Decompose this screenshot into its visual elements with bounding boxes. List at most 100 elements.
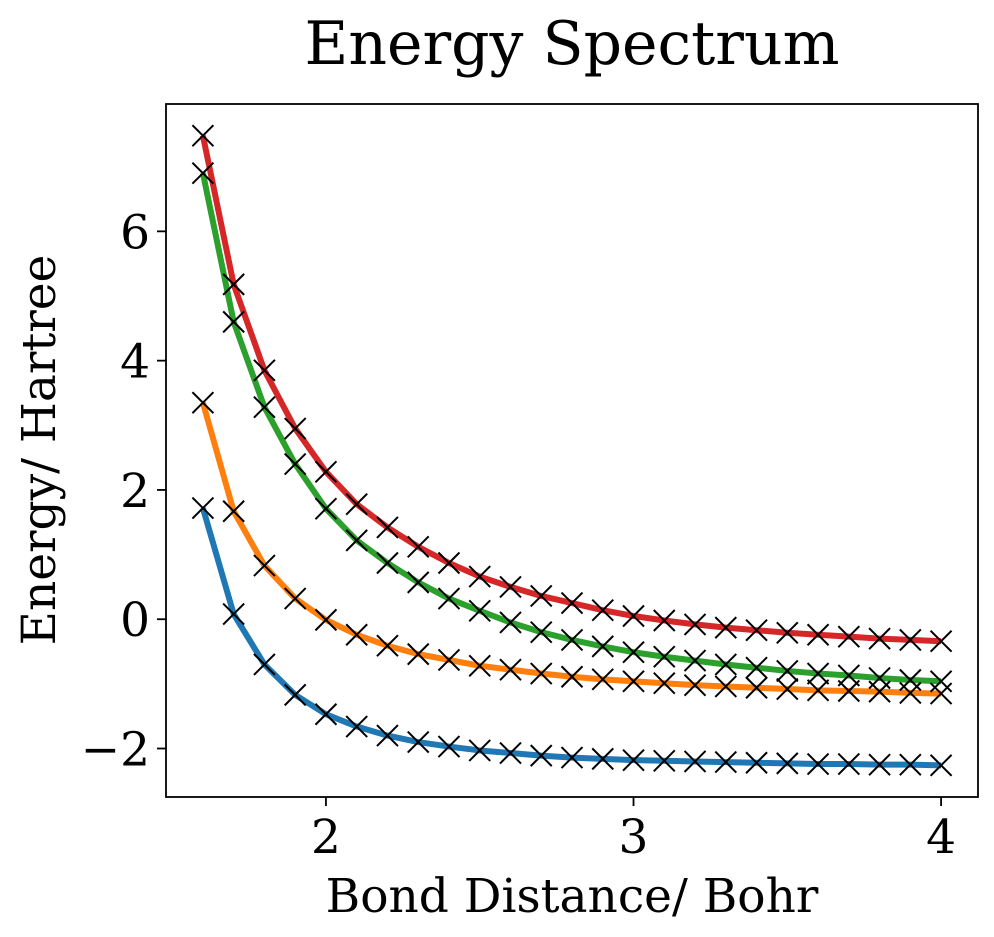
- data-point-E0: [191, 496, 215, 520]
- data-point-E0: [899, 753, 922, 776]
- data-point-E1: [376, 634, 399, 657]
- x-tick-label: 2: [311, 810, 341, 865]
- data-point-E2: [437, 587, 461, 610]
- data-point-E3: [191, 124, 215, 147]
- data-point-E0: [806, 752, 830, 776]
- data-point-E0: [837, 752, 861, 776]
- data-point-E1: [745, 676, 768, 699]
- data-point-E2: [837, 664, 861, 687]
- data-point-E0: [776, 752, 799, 775]
- data-point-E2: [376, 551, 399, 575]
- data-point-E1: [714, 675, 737, 698]
- data-point-E0: [468, 739, 491, 762]
- data-point-E0: [622, 748, 645, 772]
- y-tick-label: 0: [120, 593, 150, 648]
- x-tick-label: 4: [926, 810, 956, 865]
- data-point-E2: [222, 310, 245, 334]
- data-point-E3: [776, 621, 799, 645]
- data-point-E0: [591, 747, 614, 771]
- chart-title: Energy Spectrum: [305, 9, 840, 79]
- data-point-E2: [806, 662, 830, 685]
- data-point-E1: [653, 672, 676, 695]
- y-tick-label: 4: [120, 335, 150, 390]
- data-point-E1: [683, 673, 707, 697]
- data-point-E3: [253, 359, 276, 382]
- data-point-E3: [437, 551, 461, 575]
- data-point-E2: [314, 497, 338, 520]
- y-axis-label: Energy/ Hartree: [12, 255, 67, 646]
- marker-layer: [191, 124, 953, 777]
- series-layer: [199, 135, 942, 769]
- y-tick-label: 6: [120, 205, 150, 260]
- data-point-E2: [253, 395, 276, 419]
- data-point-E1: [776, 677, 799, 701]
- data-point-E0: [499, 741, 522, 765]
- data-point-E1: [253, 554, 276, 577]
- data-point-E3: [745, 619, 768, 642]
- x-axis: 2 3 4: [311, 797, 956, 865]
- data-point-E3: [222, 273, 245, 296]
- data-point-E3: [468, 565, 491, 588]
- x-axis-label: Bond Distance/ Bohr: [326, 869, 819, 924]
- data-point-E3: [714, 616, 737, 639]
- y-axis: −2 0 2 4 6: [81, 205, 166, 778]
- data-point-E3: [314, 460, 338, 484]
- data-point-E1: [499, 658, 522, 681]
- data-point-E1: [191, 391, 215, 414]
- data-point-E1: [622, 670, 645, 693]
- data-point-E2: [560, 628, 584, 652]
- data-point-E1: [530, 662, 553, 685]
- data-point-E3: [899, 628, 922, 652]
- data-point-E1: [314, 608, 338, 632]
- data-point-E1: [560, 665, 584, 688]
- data-point-E0: [253, 653, 276, 676]
- data-point-E1: [591, 668, 614, 691]
- data-point-E0: [653, 749, 676, 773]
- y-tick-label: −2: [81, 723, 150, 778]
- data-point-E0: [745, 751, 768, 774]
- data-point-E2: [868, 666, 891, 690]
- data-point-E2: [468, 599, 491, 623]
- data-point-E1: [407, 642, 430, 666]
- data-point-E2: [745, 656, 768, 679]
- data-point-E2: [929, 670, 953, 693]
- data-point-E2: [345, 529, 368, 552]
- data-point-E3: [407, 535, 430, 559]
- data-point-E3: [622, 604, 645, 628]
- x-tick-label: 3: [619, 810, 649, 865]
- data-point-E3: [530, 584, 553, 608]
- data-point-E0: [437, 735, 461, 758]
- data-point-E3: [837, 625, 861, 648]
- data-point-E2: [591, 635, 614, 658]
- data-point-E2: [899, 668, 922, 692]
- data-point-E3: [683, 613, 707, 636]
- data-point-E1: [929, 682, 953, 705]
- data-point-E2: [191, 161, 215, 185]
- data-point-E0: [530, 744, 553, 767]
- data-point-E1: [345, 623, 368, 646]
- data-point-E2: [714, 653, 737, 676]
- data-point-E0: [314, 703, 338, 726]
- data-point-E2: [530, 620, 553, 644]
- data-point-E1: [468, 654, 491, 677]
- data-point-E3: [806, 623, 830, 646]
- data-point-E2: [653, 645, 676, 668]
- data-point-E0: [560, 746, 584, 769]
- data-point-E1: [222, 500, 245, 523]
- data-point-E0: [929, 754, 953, 777]
- data-point-E2: [283, 452, 307, 476]
- series-line-E3: [199, 135, 942, 645]
- data-point-E1: [437, 648, 461, 672]
- data-point-E2: [407, 571, 430, 594]
- data-point-E3: [283, 417, 307, 440]
- data-point-E0: [407, 730, 430, 754]
- data-point-E0: [222, 602, 245, 626]
- data-point-E3: [376, 516, 399, 539]
- data-point-E0: [868, 753, 891, 776]
- data-point-E2: [776, 659, 799, 683]
- plot-frame: [165, 103, 979, 798]
- data-point-E1: [283, 587, 307, 610]
- data-point-E0: [345, 715, 368, 738]
- data-point-E3: [929, 629, 953, 653]
